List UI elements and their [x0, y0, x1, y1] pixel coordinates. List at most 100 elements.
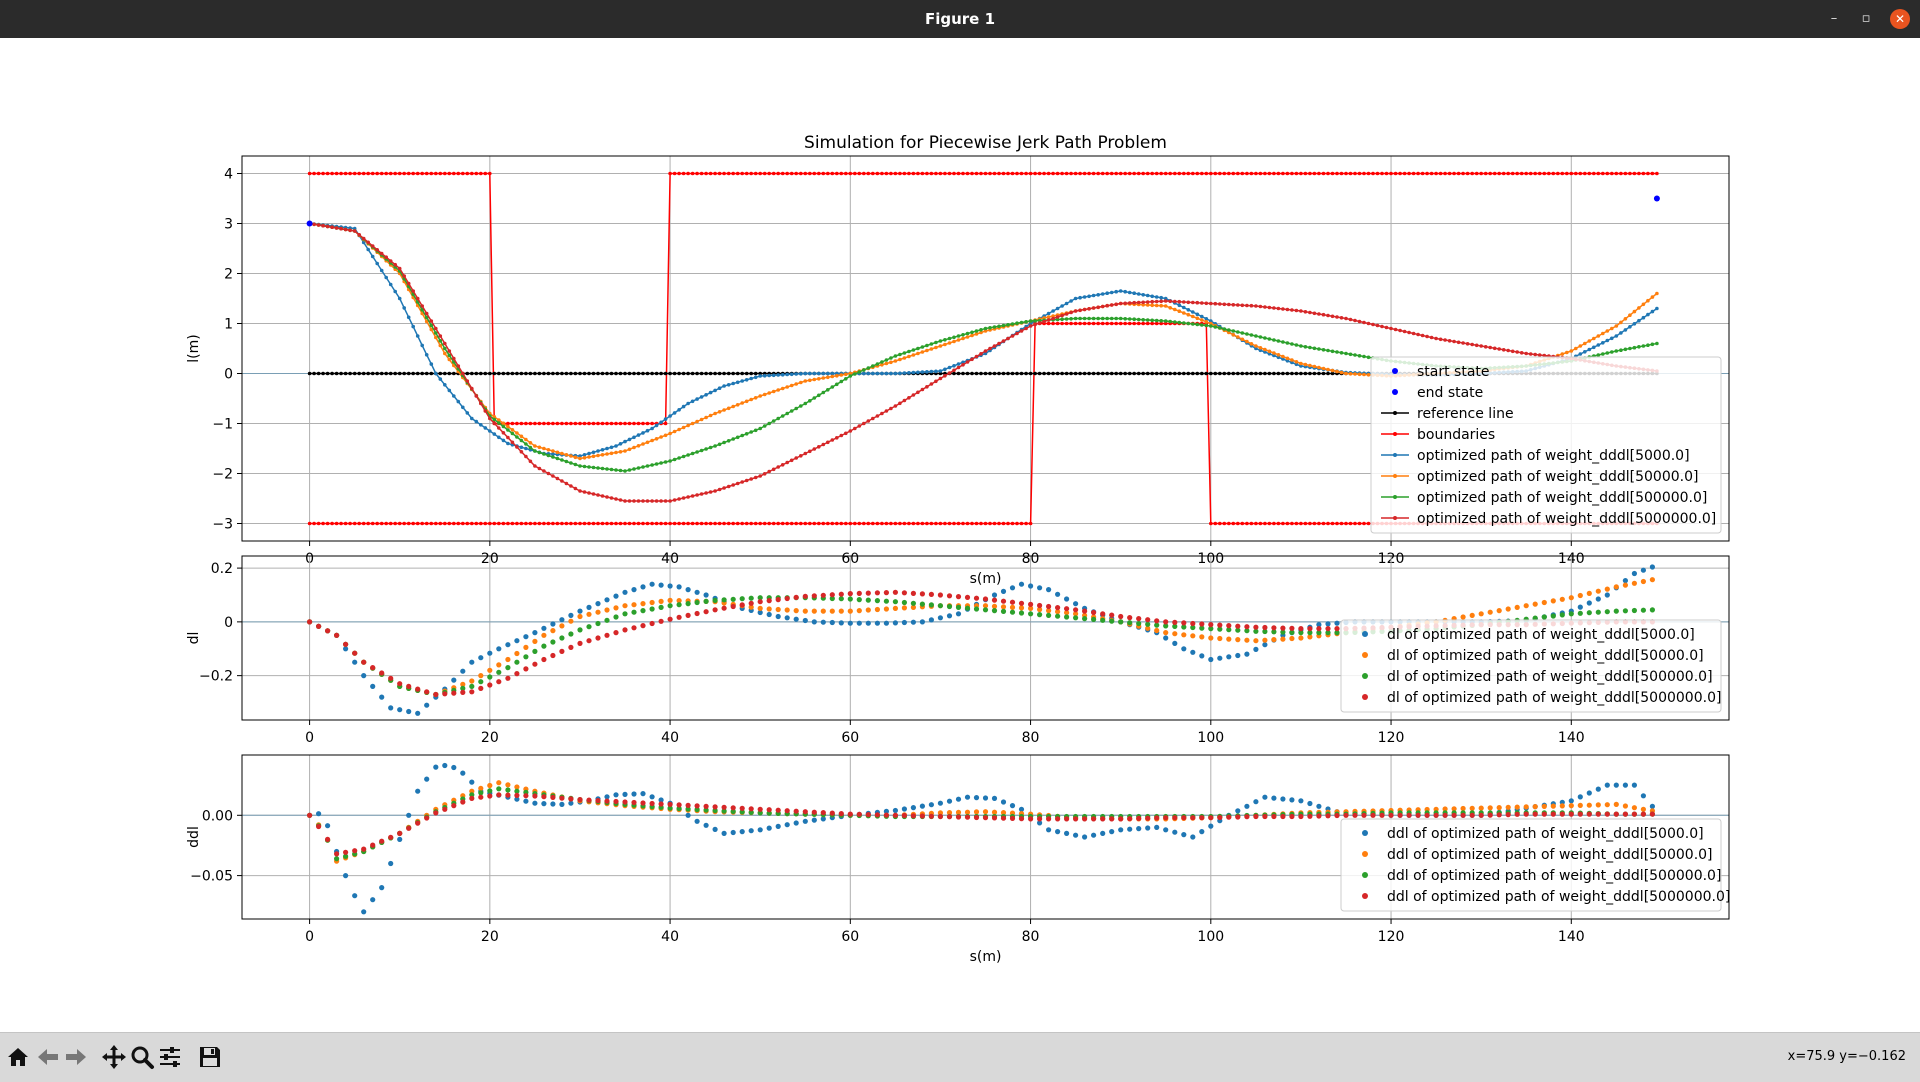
close-button[interactable]: ✕: [1890, 9, 1910, 29]
path-series-1-point: [1182, 305, 1186, 310]
y-tick-label: 3: [224, 217, 233, 233]
path-series-3-point: [771, 419, 776, 423]
path-series-4-point: [1123, 301, 1127, 306]
series-4-point: [469, 795, 475, 802]
path-series-3-point: [1132, 317, 1136, 322]
path-series-4-point: [907, 396, 911, 400]
series-2-point: [1577, 802, 1583, 809]
path-series-4-point: [889, 406, 893, 411]
reference-line-point: [497, 371, 501, 376]
series-2-point: [1577, 592, 1583, 599]
path-series-4-point: [596, 493, 600, 497]
series-4-point: [649, 620, 655, 627]
path-series-4-point: [983, 349, 988, 353]
path-series-4-point: [699, 492, 704, 496]
forward-button[interactable]: [62, 1043, 90, 1071]
boundary-lower-point: [1096, 321, 1100, 326]
boundary-upper-point: [596, 421, 600, 426]
series-1-point: [1253, 646, 1259, 653]
boundary-lower-point: [542, 521, 546, 526]
series-3-point: [1631, 607, 1637, 614]
boundary-lower-point: [546, 521, 551, 526]
boundary-lower-point: [1024, 521, 1028, 526]
series-2-point: [676, 598, 682, 604]
boundary-upper-point: [731, 171, 735, 176]
path-series-1-point: [1610, 336, 1614, 341]
series-2-point: [514, 650, 520, 657]
path-series-1-point: [902, 371, 907, 375]
boundary-lower-point: [708, 521, 713, 526]
reference-line-point: [1006, 371, 1010, 376]
series-1-point: [1649, 803, 1655, 810]
path-series-1-point: [956, 362, 961, 366]
series-1-point: [919, 803, 926, 809]
series-1-point: [811, 619, 817, 625]
series-1-point: [1289, 797, 1295, 803]
zoom-button[interactable]: [128, 1043, 156, 1071]
path-series-1-point: [1109, 290, 1114, 295]
y-axis-label: ddl: [186, 826, 202, 848]
path-series-1-point: [1087, 294, 1091, 299]
configure-subplots-button[interactable]: [156, 1043, 184, 1071]
series-1-point: [820, 816, 826, 822]
pan-button[interactable]: [100, 1043, 128, 1071]
path-series-2-point: [947, 341, 952, 345]
path-series-1-point: [686, 401, 690, 406]
series-3-point: [1550, 613, 1556, 619]
path-series-2-point: [1200, 318, 1204, 322]
boundary-lower-point: [735, 521, 740, 526]
legend-label: optimized path of weight_dddl[5000000.0]: [1417, 511, 1716, 527]
series-3-point: [487, 788, 493, 794]
home-button[interactable]: [4, 1043, 32, 1071]
boundary-upper-point: [434, 171, 438, 176]
axes-frame: [241, 555, 1730, 721]
boundary-lower-point: [672, 521, 677, 526]
path-series-1-point: [1655, 306, 1659, 311]
series-1-point: [712, 826, 718, 833]
boundary-lower-point: [1362, 521, 1366, 526]
path-series-2-point: [1186, 312, 1191, 317]
series-4-point: [1163, 619, 1169, 625]
boundary-upper-point: [907, 171, 911, 176]
series-4-point: [1055, 816, 1061, 822]
boundary-upper-point: [1245, 171, 1249, 176]
reference-line-point: [938, 371, 943, 376]
path-series-2-point: [1209, 321, 1213, 326]
path-series-4-point: [1443, 338, 1447, 342]
reference-line-point: [1299, 371, 1303, 376]
series-1-point: [1208, 656, 1214, 663]
maximize-button[interactable]: ▫: [1856, 9, 1876, 29]
series-2-point: [649, 599, 655, 606]
path-series-1-point: [1583, 350, 1587, 354]
path-series-3-point: [1141, 318, 1145, 322]
reference-line-point: [564, 371, 569, 376]
series-2-point: [874, 606, 881, 613]
boundary-upper-point: [1281, 171, 1285, 176]
series-4-point: [991, 597, 998, 603]
path-series-3-point: [1168, 319, 1172, 324]
boundary-upper-point: [1037, 171, 1042, 176]
series-3-point: [1226, 627, 1232, 633]
series-1-point: [1190, 834, 1196, 840]
path-series-1-point: [681, 404, 686, 409]
minimize-button[interactable]: –: [1824, 9, 1844, 29]
y-tick-label: −0.2: [199, 669, 233, 685]
series-3-point: [1046, 612, 1052, 619]
back-button[interactable]: [34, 1043, 62, 1071]
path-series-3-point: [1222, 327, 1227, 331]
path-series-2-point: [1263, 347, 1267, 352]
path-series-2-point: [1168, 306, 1172, 310]
series-4-point: [1199, 621, 1205, 627]
figure-canvas[interactable]: 0 20 40 60 80 100 120 140 −3 −2 −1 0 1 2 3 4 Simulation …: [1, 38, 1919, 1032]
path-series-2-point: [524, 437, 528, 442]
series-4-point: [505, 792, 511, 798]
save-button[interactable]: [196, 1043, 224, 1071]
boundary-lower-point: [560, 521, 564, 526]
boundary-lower-point: [352, 521, 357, 526]
path-series-3-point: [1348, 352, 1353, 357]
path-series-1-point: [740, 379, 744, 383]
path-series-2-point: [528, 441, 533, 445]
boundary-lower-point: [447, 521, 452, 526]
path-series-3-point: [848, 374, 853, 378]
boundary-upper-point: [1191, 171, 1195, 176]
